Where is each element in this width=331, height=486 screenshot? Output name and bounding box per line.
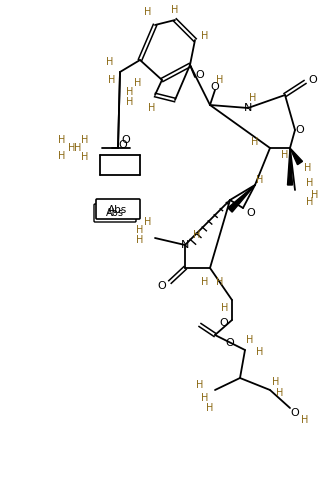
Text: O: O (118, 140, 127, 150)
Polygon shape (288, 148, 293, 185)
Text: O: O (247, 208, 256, 218)
Text: H: H (216, 277, 224, 287)
Text: H: H (81, 135, 89, 145)
Polygon shape (228, 185, 255, 212)
Text: O: O (220, 318, 228, 328)
Text: O: O (158, 281, 166, 291)
Text: H: H (306, 178, 314, 188)
Text: H: H (171, 5, 179, 15)
Text: H: H (58, 135, 66, 145)
Text: O: O (296, 125, 305, 135)
Text: H: H (193, 230, 201, 240)
Text: H: H (201, 393, 209, 403)
Text: H: H (126, 87, 134, 97)
Text: H: H (58, 151, 66, 161)
Text: Abs: Abs (108, 205, 128, 215)
Text: H: H (134, 78, 142, 88)
Text: H: H (206, 403, 214, 413)
Text: H: H (256, 175, 264, 185)
Text: N: N (244, 103, 252, 113)
Text: H: H (68, 143, 76, 153)
Text: O: O (308, 75, 317, 85)
Text: H: H (144, 7, 152, 17)
Text: H: H (256, 347, 264, 357)
Text: H: H (136, 235, 144, 245)
Text: H: H (249, 93, 257, 103)
Text: H: H (272, 377, 280, 387)
Text: O: O (121, 135, 130, 145)
Text: H: H (144, 217, 152, 227)
Text: H: H (301, 415, 309, 425)
Text: H: H (108, 75, 116, 85)
Text: H: H (306, 197, 314, 207)
Text: H: H (281, 150, 289, 160)
Text: O: O (226, 338, 234, 348)
Text: H: H (221, 303, 229, 313)
Text: H: H (251, 137, 259, 147)
Text: H: H (216, 75, 224, 85)
Text: O: O (196, 70, 204, 80)
Text: H: H (311, 190, 319, 200)
Text: H: H (304, 163, 312, 173)
FancyBboxPatch shape (94, 204, 136, 222)
Text: H: H (276, 388, 284, 398)
FancyBboxPatch shape (96, 199, 140, 219)
Text: H: H (196, 380, 204, 390)
Text: N: N (181, 240, 189, 250)
Text: H: H (81, 152, 89, 162)
Text: H: H (201, 31, 209, 41)
Text: Abs: Abs (106, 208, 124, 218)
Text: O: O (291, 408, 299, 418)
Text: H: H (126, 97, 134, 107)
Text: O: O (211, 82, 219, 92)
Text: H: H (246, 335, 254, 345)
Text: H: H (148, 103, 156, 113)
Text: H: H (74, 143, 82, 153)
Text: H: H (136, 225, 144, 235)
Text: H: H (201, 277, 209, 287)
Text: H: H (106, 57, 114, 67)
Polygon shape (290, 148, 303, 165)
